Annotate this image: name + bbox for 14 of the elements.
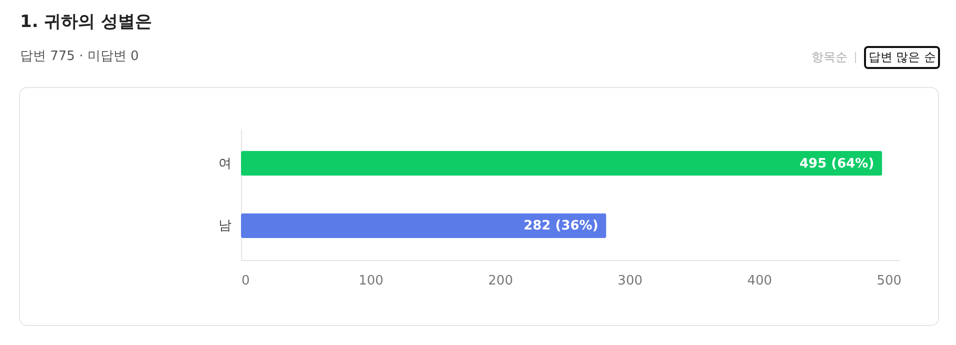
data-label: 495 (64%) bbox=[799, 156, 874, 172]
y-tick-label: 남 bbox=[218, 218, 232, 234]
text: 답변 많은 순 bbox=[864, 46, 940, 69]
x-tick-label: 300 bbox=[618, 274, 642, 288]
text: 항목순 bbox=[811, 49, 848, 66]
x-tick-label: 100 bbox=[358, 274, 384, 288]
x-tick-label: 500 bbox=[876, 274, 902, 288]
text: 답변 775 · 미답변 0 bbox=[20, 48, 139, 65]
text: 1. 귀하의 성별은 bbox=[20, 11, 152, 33]
x-tick-label: 400 bbox=[747, 274, 772, 288]
x-tick-label: 200 bbox=[488, 274, 513, 288]
x-tick-label: 0 bbox=[242, 274, 250, 288]
data-label: 282 (36%) bbox=[524, 218, 598, 234]
y-tick-label: 여 bbox=[218, 156, 232, 172]
